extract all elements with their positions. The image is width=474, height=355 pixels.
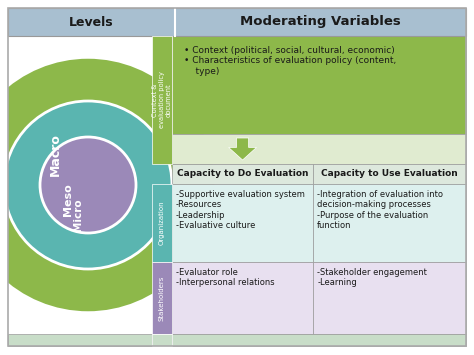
Bar <box>8 8 466 36</box>
Circle shape <box>0 57 216 313</box>
Text: -Integration of evaluation into
decision-making processes
-Purpose of the evalua: -Integration of evaluation into decision… <box>317 190 443 230</box>
Text: Context &
evaluation policy
document: Context & evaluation policy document <box>152 72 172 129</box>
Text: Macro: Macro <box>48 133 62 176</box>
Bar <box>172 184 313 262</box>
Bar <box>152 262 172 334</box>
Bar <box>172 134 466 164</box>
Circle shape <box>40 137 136 233</box>
Text: -Evaluator role
-Interpersonal relations: -Evaluator role -Interpersonal relations <box>176 268 274 288</box>
Text: -Supportive evaluation system
-Resources
-Leadership
-Evaluative culture: -Supportive evaluation system -Resources… <box>176 190 305 230</box>
Polygon shape <box>228 138 256 160</box>
Bar <box>172 334 466 346</box>
Text: Capacity to Do Evaluation: Capacity to Do Evaluation <box>177 169 308 179</box>
Text: Moderating Variables: Moderating Variables <box>240 16 401 28</box>
Text: Micro: Micro <box>73 199 83 231</box>
Bar <box>152 334 172 346</box>
Text: Organization: Organization <box>159 201 165 245</box>
Bar <box>313 184 466 262</box>
Bar <box>313 262 466 334</box>
Bar <box>172 262 313 334</box>
Text: Stakeholders: Stakeholders <box>159 275 165 321</box>
Bar <box>152 184 172 262</box>
Bar <box>172 36 466 134</box>
Bar <box>313 164 466 184</box>
Bar <box>172 164 313 184</box>
Circle shape <box>4 101 172 269</box>
Bar <box>8 334 152 346</box>
Text: -Stakeholder engagement
-Learning: -Stakeholder engagement -Learning <box>317 268 427 288</box>
Text: • Context (political, social, cultural, economic)
• Characteristics of evaluatio: • Context (political, social, cultural, … <box>184 46 396 76</box>
Text: Levels: Levels <box>69 16 114 28</box>
Bar <box>152 36 172 164</box>
Text: Capacity to Use Evaluation: Capacity to Use Evaluation <box>321 169 458 179</box>
Text: Meso: Meso <box>63 184 73 217</box>
